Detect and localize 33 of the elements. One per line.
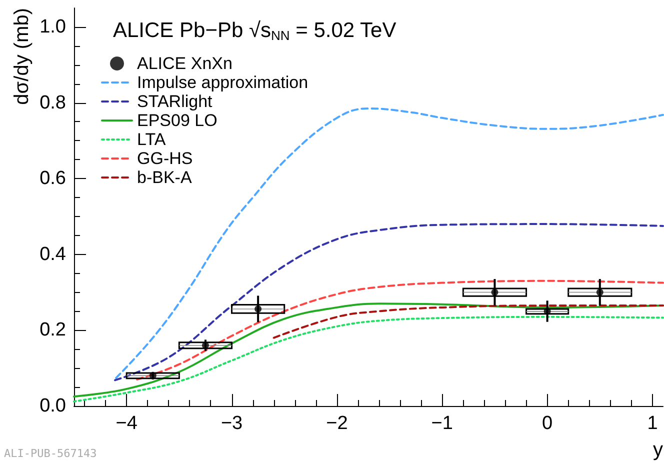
x-axis-title: y — [653, 439, 663, 461]
point — [544, 308, 551, 315]
legend-label: b-BK-A — [137, 168, 192, 187]
point — [596, 288, 604, 296]
y-tick-label: 0.0 — [40, 396, 66, 416]
bar — [126, 372, 180, 380]
legend-label: EPS09 LO — [137, 111, 218, 130]
y-tick-label: 0.6 — [40, 168, 66, 190]
legend-label: ALICE XnXn — [137, 54, 232, 73]
y-tick-label: 1.0 — [40, 16, 66, 38]
line-series — [114, 223, 664, 382]
legend-label: STARlight — [137, 92, 213, 111]
line-series — [73, 316, 664, 402]
point — [254, 305, 262, 312]
line-series — [272, 304, 664, 339]
legend-label: LTA — [137, 130, 166, 149]
bar — [178, 342, 233, 350]
y-tick-label: 0.4 — [40, 244, 66, 265]
y-axis-title: dσ/dy (mb) — [11, 8, 33, 105]
point — [491, 288, 498, 296]
x-tick-label: −2 — [326, 413, 348, 434]
legend-label: Impulse approximation — [137, 73, 308, 92]
x-tick-label: −3 — [220, 413, 243, 434]
text: ALI-PUB-567143 — [4, 447, 97, 460]
line-series — [136, 280, 664, 380]
x-tick-label: −4 — [116, 413, 138, 434]
y-tick-label: 0.2 — [40, 320, 66, 341]
point — [149, 372, 156, 380]
x-tick-label: 0 — [542, 413, 553, 434]
x-tick-label: −1 — [431, 413, 453, 434]
legend-label: GG-HS — [137, 149, 193, 168]
y-tick-label: 0.8 — [40, 92, 66, 114]
x-tick-label: 1 — [647, 413, 658, 434]
